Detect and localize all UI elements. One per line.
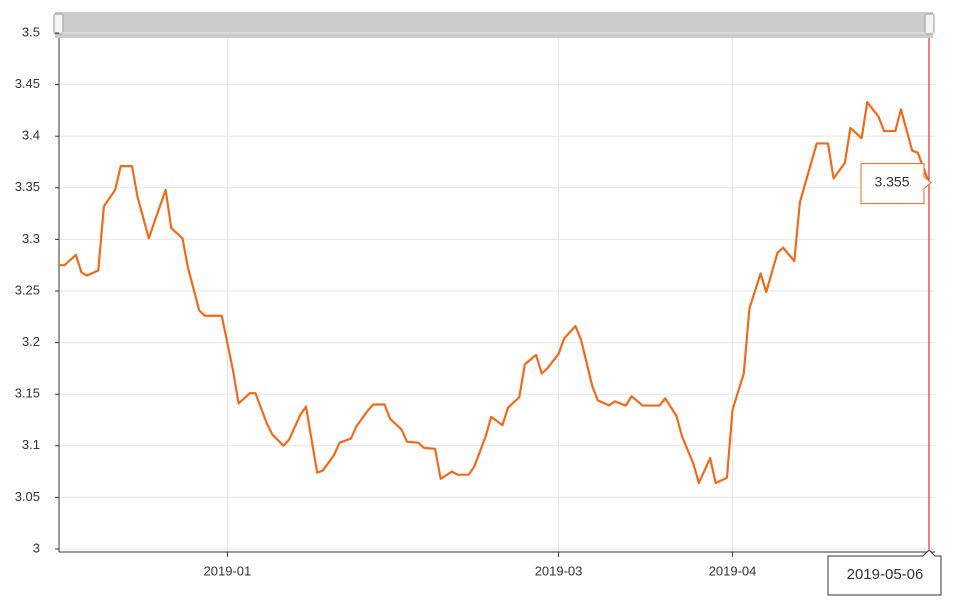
zoom-slider[interactable]: [55, 12, 933, 38]
date-tooltip: [827, 549, 942, 596]
y-tick-label: 3.2: [22, 334, 40, 349]
value-tooltip: [860, 163, 932, 205]
zoom-handle-right[interactable]: [924, 13, 935, 35]
y-tick-label: 3: [33, 540, 40, 555]
line-series: [59, 101, 931, 485]
y-tick-label: 3.05: [15, 489, 40, 504]
y-tick-label: 3.25: [15, 282, 40, 297]
y-tick-label: 3.35: [15, 179, 40, 194]
y-tick-label: 3.45: [15, 76, 40, 91]
zoom-handle-left[interactable]: [53, 13, 64, 35]
x-tick-label: 2019-01: [204, 563, 252, 578]
y-tick-label: 3.3: [22, 231, 40, 246]
y-tick-label: 3.15: [15, 386, 40, 401]
value-tooltip-text: 3.355: [874, 173, 909, 189]
y-tick-label: 3.4: [22, 128, 40, 143]
x-tick-label: 2019-04: [709, 563, 757, 578]
x-tick-label: 2019-03: [535, 563, 583, 578]
y-tick-label: 3.1: [22, 437, 40, 452]
date-tooltip-text: 2019-05-06: [847, 566, 924, 583]
y-tick-label: 3.5: [22, 24, 40, 39]
